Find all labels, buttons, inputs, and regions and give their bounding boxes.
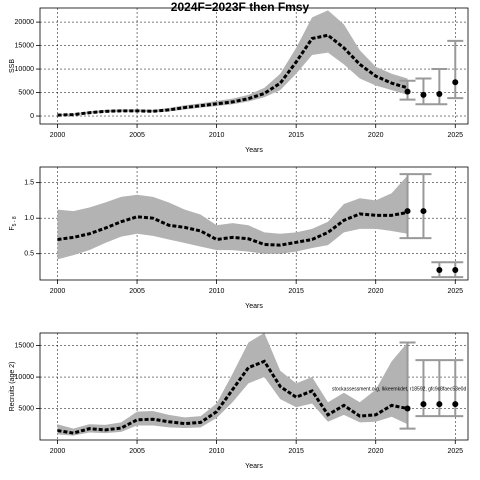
y-tick-label: 5000: [18, 89, 34, 96]
forecast-point: [420, 401, 427, 408]
estimate-line: [57, 359, 408, 435]
y-axis-label-sub: 5 - 8: [12, 216, 18, 226]
forecast-point: [436, 267, 443, 274]
x-axis-label: Years: [245, 147, 263, 154]
y-axis-label: Recruits (age 2): [9, 362, 16, 412]
y-axis-label: F5 - 8: [9, 216, 18, 231]
x-tick-label: 2000: [50, 448, 66, 455]
forecast-point: [436, 401, 443, 408]
x-axis-label: Years: [245, 303, 263, 310]
estimate-line: [57, 211, 408, 247]
confidence-band: [57, 175, 408, 260]
x-tick-label: 2025: [447, 288, 463, 295]
x-tick-label: 2025: [447, 132, 463, 139]
plot-frame: [39, 7, 469, 125]
x-tick-label: 2020: [368, 448, 384, 455]
y-tick-label: 10000: [15, 374, 35, 381]
x-tick-label: 2005: [129, 132, 145, 139]
forecast-point: [436, 90, 443, 97]
plot-frame: [39, 332, 469, 441]
x-tick-label: 2020: [368, 132, 384, 139]
forecast-point: [404, 405, 411, 412]
x-tick-label: 2010: [209, 288, 225, 295]
x-tick-label: 2000: [50, 288, 66, 295]
x-tick-label: 2015: [288, 288, 304, 295]
figure-title: 2024F=2023F then Fmsy: [171, 0, 310, 14]
forecast-point: [452, 79, 459, 86]
y-axis-label-main: F: [9, 226, 16, 230]
y-axis-label-main: Recruits (age 2): [9, 362, 16, 412]
forecast-point: [452, 267, 459, 274]
confidence-band: [57, 333, 408, 436]
estimate-line: [57, 33, 408, 117]
y-axis-label: SSB: [9, 59, 16, 73]
forecast-point: [404, 88, 411, 95]
y-tick-label: 15000: [15, 342, 35, 349]
x-tick-label: 2010: [209, 448, 225, 455]
y-tick-label: 10000: [15, 66, 35, 73]
x-tick-label: 2020: [368, 288, 384, 295]
forecast-point: [420, 91, 427, 98]
x-tick-label: 2010: [209, 132, 225, 139]
forecast-point: [452, 401, 459, 408]
y-tick-label: 15000: [15, 42, 35, 49]
y-axis-label-main: SSB: [9, 59, 16, 73]
plot-frame: [39, 166, 469, 281]
y-tick-label: 0.5: [24, 251, 34, 258]
y-tick-label: 5000: [18, 405, 34, 412]
y-tick-label: 20000: [15, 19, 35, 26]
x-tick-label: 2005: [129, 448, 145, 455]
forecast-point: [404, 208, 411, 215]
x-axis-label: Years: [245, 463, 263, 470]
x-tick-label: 2015: [288, 132, 304, 139]
y-tick-label: 1.5: [24, 179, 34, 186]
y-tick-label: 0: [30, 113, 34, 120]
y-tick-label: 1.0: [24, 215, 34, 222]
annotation: stockassessment.org, lkkeemkdet, r18592,…: [332, 386, 466, 392]
forecast-point: [420, 208, 427, 215]
confidence-band: [57, 10, 408, 116]
x-tick-label: 2025: [447, 448, 463, 455]
x-tick-label: 2005: [129, 288, 145, 295]
x-tick-label: 2015: [288, 448, 304, 455]
x-tick-label: 2000: [50, 132, 66, 139]
